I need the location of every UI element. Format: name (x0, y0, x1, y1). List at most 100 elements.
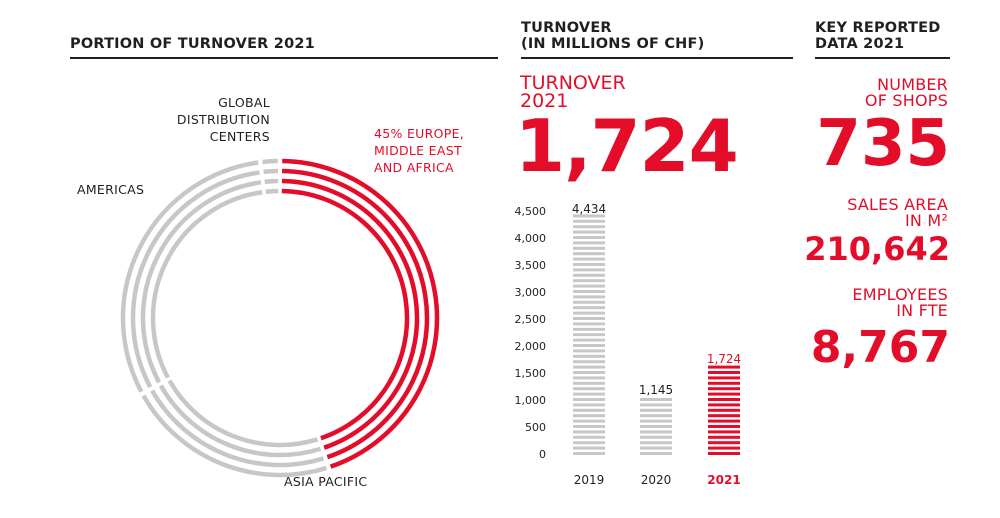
bar-2019-stripe (573, 295, 605, 299)
key-data-title-line-2: DATA 2021 (815, 36, 905, 52)
employees-label: EMPLOYEES IN FTE (852, 287, 948, 319)
bar-2021-stripe (708, 371, 740, 374)
bar-2019-stripe (573, 398, 605, 401)
bar-2019-stripe (573, 306, 605, 310)
bar-2019-stripe (573, 408, 605, 412)
donut-slice-3 (265, 188, 279, 195)
portion-title-rule (70, 57, 498, 59)
bar-2021-stripe (708, 441, 740, 445)
bar-2021-stripe (708, 430, 740, 434)
bar-2021-stripe (708, 408, 740, 412)
bar-2019-stripe (573, 403, 605, 407)
bar-2020-stripe (640, 446, 672, 450)
turnover-2021-label-line-2: 2021 (520, 90, 569, 112)
bar-2019-stripe (573, 300, 605, 304)
bar-2019-stripe (573, 322, 605, 326)
turnover-title-rule (521, 57, 793, 59)
donut-chart (120, 158, 440, 478)
bar-2021-stripe (708, 398, 740, 401)
turnover-2021-label: TURNOVER 2021 (520, 72, 626, 112)
bar-2020-stripe (640, 398, 672, 401)
bar-2019-stripe (573, 273, 605, 277)
bar-2020-stripe (640, 441, 672, 445)
bar-2020-stripe (640, 430, 672, 434)
bar-2019-stripe (573, 365, 605, 369)
bar-2019-stripe (573, 317, 605, 320)
emea-line-2: MIDDLE EAST (374, 143, 462, 158)
bar-2020-stripe (640, 414, 672, 418)
y-tick: 500 (525, 421, 546, 434)
employees-label-line-1: EMPLOYEES (852, 285, 948, 304)
bar-2020-stripe (640, 435, 672, 439)
bar-2019-stripe (573, 344, 605, 347)
sales-area-label-line-1: SALES AREA (847, 195, 948, 214)
bar-2019-stripe (573, 371, 605, 374)
shops-label: NUMBER OF SHOPS (865, 77, 948, 109)
donut-arcs (120, 158, 440, 478)
employees-label-line-2: IN FTE (896, 301, 948, 320)
donut-slice-0 (282, 168, 430, 460)
bar-2020-stripe (640, 408, 672, 412)
bar-2019-stripe (573, 333, 605, 337)
donut-slice-2 (140, 180, 262, 384)
donut-slice-1 (158, 384, 322, 458)
donut-slice-0 (281, 178, 420, 450)
bar-2019-stripe (573, 452, 605, 455)
bar-2021-stripe (708, 365, 740, 369)
donut-slice-2 (120, 160, 259, 393)
donut-slice-3 (264, 178, 279, 185)
bar-2019-stripe (573, 446, 605, 450)
sales-area-value: 210,642 (804, 230, 950, 268)
key-data-title: KEY REPORTED DATA 2021 (815, 20, 940, 52)
bar-2019-stripe (573, 360, 605, 364)
sales-area-label: SALES AREA IN M² (847, 197, 948, 229)
gdc-line-1: GLOBAL (218, 95, 270, 110)
label-global-distribution-centers: GLOBAL DISTRIBUTION CENTERS (176, 94, 270, 145)
employees-value: 8,767 (810, 322, 950, 373)
bar-2020-stripe (640, 419, 672, 423)
sales-area-label-line-2: IN M² (905, 211, 948, 230)
bar-2019-stripe (573, 246, 605, 250)
y-tick: 4,500 (514, 205, 547, 218)
gdc-line-3: CENTERS (209, 129, 270, 144)
shops-label-line-2: OF SHOPS (864, 91, 948, 110)
bar-2021-stripe (708, 435, 740, 439)
bar-2019-stripe (573, 387, 605, 391)
turnover-2021-label-line-1: TURNOVER (520, 72, 626, 94)
key-data-title-rule (815, 57, 950, 59)
bar-2019-stripe (573, 441, 605, 445)
donut-slice-1 (167, 379, 319, 448)
bar-2019-stripe (573, 311, 605, 315)
y-tick: 1,000 (514, 394, 547, 407)
y-tick: 4,000 (514, 232, 547, 245)
y-tick: 3,000 (514, 286, 547, 299)
turnover-title-line-1: TURNOVER (521, 20, 612, 36)
shops-label-line-1: NUMBER (877, 75, 948, 94)
bar-2020-stripe (640, 425, 672, 428)
bar-2019-stripe (573, 268, 605, 272)
emea-line-1: 45% EUROPE, (374, 126, 465, 141)
donut-slice-2 (150, 190, 263, 379)
bar-2019-stripe (573, 290, 605, 293)
emea-line-3: AND AFRICA (374, 160, 454, 175)
donut-slice-2 (130, 170, 260, 389)
bar-2021-stripe (708, 387, 740, 391)
bar-2020-stripe (640, 403, 672, 407)
label-asia-pacific: ASIA PACIFIC (284, 474, 368, 489)
bar-2021-stripe (708, 419, 740, 423)
bar-2019-stripe (573, 338, 605, 342)
bar-2019-stripe (573, 241, 605, 245)
bar-group (573, 214, 740, 455)
gdc-line-2: DISTRIBUTION (176, 112, 270, 127)
shops-value: 735 (816, 107, 950, 181)
bar-2019-stripe (573, 214, 605, 218)
bar-2019-stripe (573, 425, 605, 428)
bar-2019-stripe (573, 225, 605, 229)
category-label-2021: 2021 (707, 473, 741, 487)
category-label-2020: 2020 (640, 473, 672, 487)
donut-slice-1 (141, 394, 328, 478)
bar-value-label-2020: 1,145 (638, 383, 674, 397)
turnover-title: TURNOVER (IN MILLIONS OF CHF) (521, 20, 704, 52)
bar-2019-stripe (573, 392, 605, 396)
